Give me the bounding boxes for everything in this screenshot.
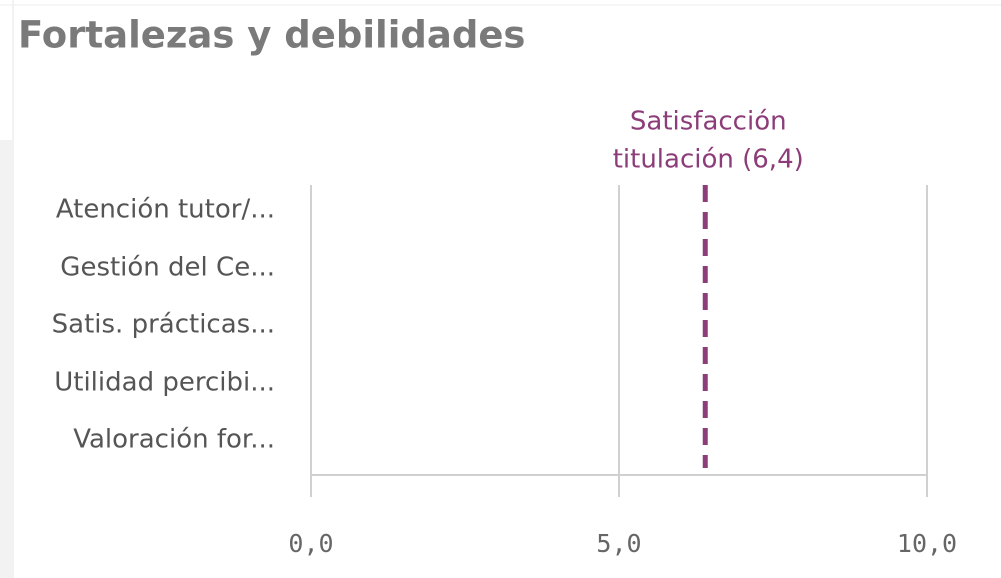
y-tick-label: Valoración for... (73, 425, 275, 455)
side-panel (0, 140, 12, 578)
y-tick-label: Atención tutor/... (56, 195, 275, 225)
x-tick-label: 10,0 (897, 529, 957, 558)
x-tick-label: 0,0 (288, 529, 333, 558)
reference-label: titulación (6,4) (613, 145, 804, 175)
y-tick-label: Gestión del Ce... (60, 253, 275, 283)
chart-title: Fortalezas y debilidades (18, 14, 525, 57)
y-tick-label: Satis. prácticas... (52, 310, 275, 340)
x-tick-label: 5,0 (596, 529, 641, 558)
y-tick-label: Utilidad percibi... (54, 368, 275, 398)
reference-label: Satisfacción (630, 107, 787, 137)
